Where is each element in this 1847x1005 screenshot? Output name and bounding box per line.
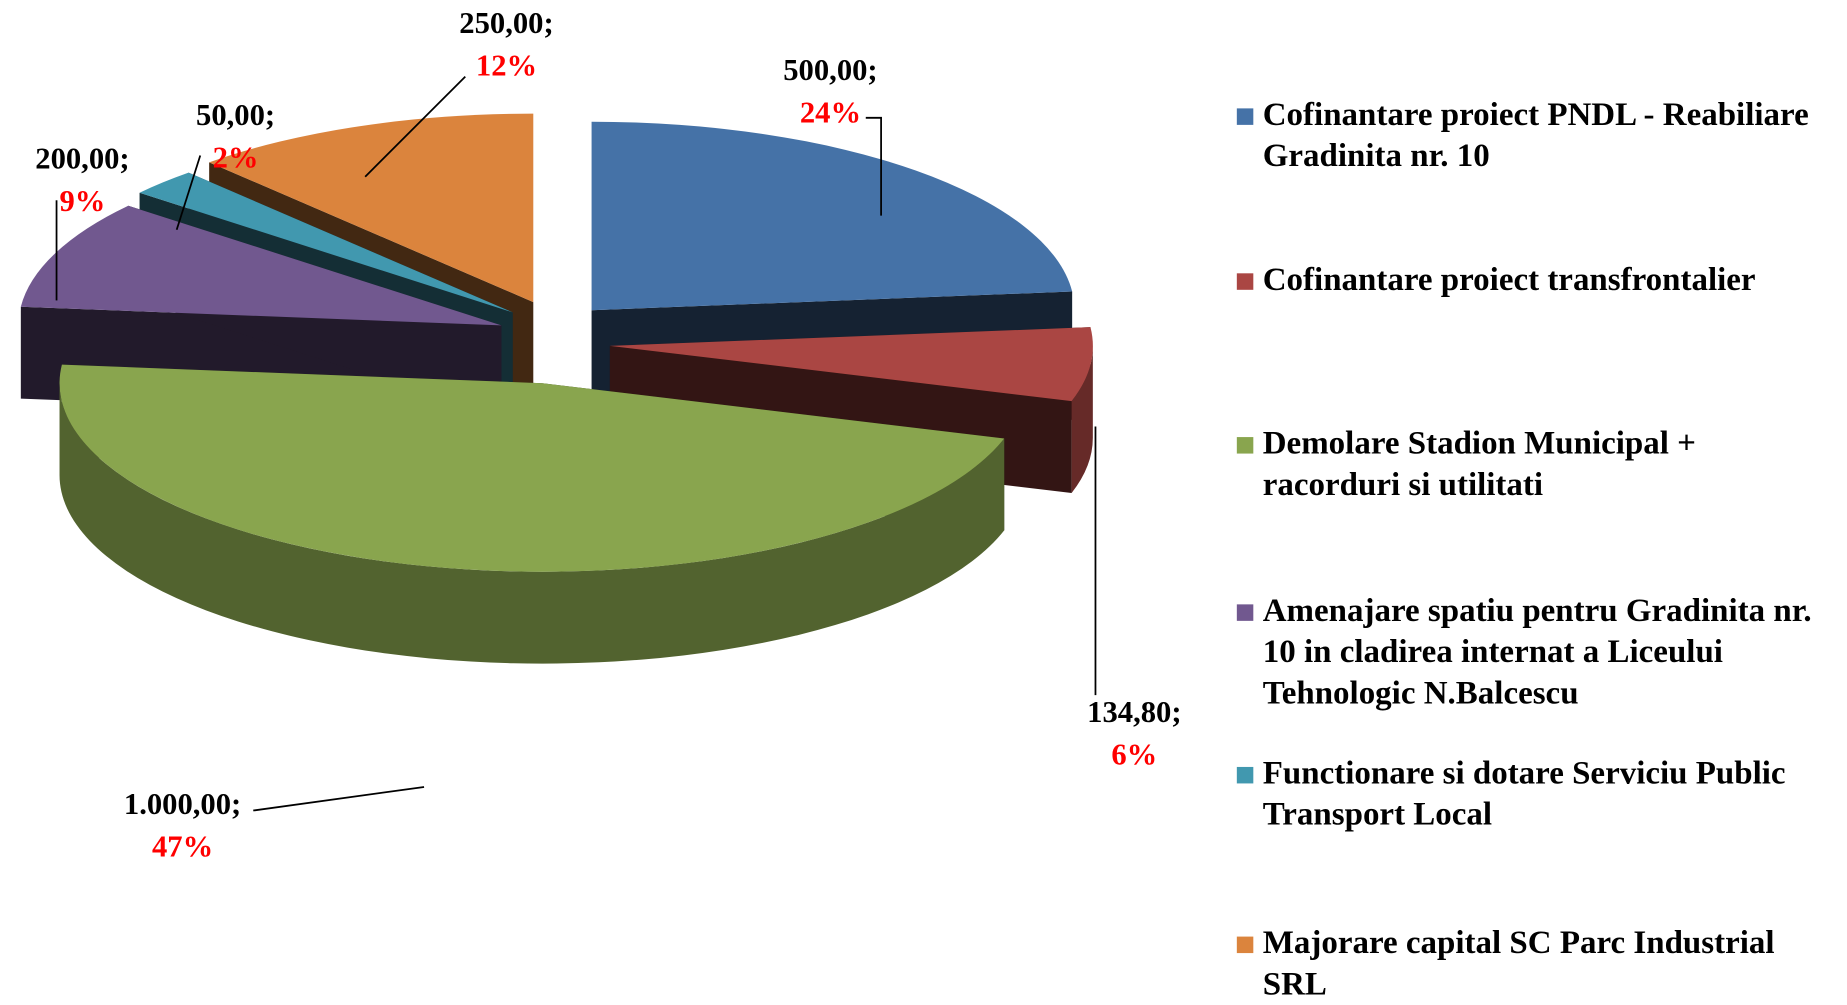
value-label: 1.000,00;: [124, 787, 241, 821]
slice: [139, 172, 513, 313]
legend-swatch: [1236, 437, 1254, 454]
percent-label: 6%: [1111, 738, 1157, 772]
leader-line: [175, 155, 202, 230]
leader-line: [364, 75, 466, 178]
slice: [591, 121, 1073, 311]
legend-label: Amenajare spatiu pentru Gradinita nr. 10…: [1262, 592, 1812, 712]
legend-item: Amenajare spatiu pentru Gradinita nr. 10…: [1236, 590, 1826, 714]
value-label: 250,00;: [459, 6, 553, 40]
value-label: 500,00;: [783, 53, 877, 87]
legend-swatch: [1236, 273, 1254, 290]
slice: [20, 205, 502, 326]
percent-label: 12%: [476, 48, 537, 82]
leader-line: [253, 786, 425, 812]
value-label: 200,00;: [35, 141, 129, 175]
legend-label: Majorare capital SC Parc Industrial SRL: [1262, 924, 1775, 1003]
slice-wall: [1071, 345, 1093, 494]
slice: [59, 364, 1005, 572]
slice: [609, 327, 1093, 402]
legend-item: Majorare capital SC Parc Industrial SRL: [1236, 922, 1826, 1004]
legend-item: Cofinantare proiect transfrontalier: [1236, 259, 1826, 300]
value-label: 134,80;: [1087, 695, 1181, 729]
legend-item: Cofinantare proiect PNDL - Reabiliare Gr…: [1236, 94, 1826, 176]
legend-item: Functionare si dotare Serviciu Public Tr…: [1236, 753, 1826, 835]
legend-swatch: [1236, 108, 1254, 125]
slice: [209, 113, 534, 303]
percent-label: 9%: [59, 184, 105, 218]
legend-item: Demolare Stadion Municipal + racorduri s…: [1236, 423, 1826, 505]
percent-label: 2%: [213, 140, 259, 174]
value-label: 50,00;: [196, 98, 275, 132]
legend-swatch: [1236, 936, 1254, 954]
legend-swatch: [1236, 766, 1254, 784]
percent-label: 47%: [152, 829, 213, 863]
slice-wall: [59, 383, 1005, 664]
percent-label: 24%: [800, 96, 861, 130]
legend-label: Cofinantare proiect PNDL - Reabiliare Gr…: [1262, 96, 1809, 175]
legend-label: Cofinantare proiect transfrontalier: [1262, 261, 1756, 299]
legend-label: Functionare si dotare Serviciu Public Tr…: [1262, 755, 1786, 833]
legend-label: Demolare Stadion Municipal + racorduri s…: [1262, 425, 1696, 504]
legend-swatch: [1236, 604, 1254, 621]
leader-line: [865, 116, 882, 216]
